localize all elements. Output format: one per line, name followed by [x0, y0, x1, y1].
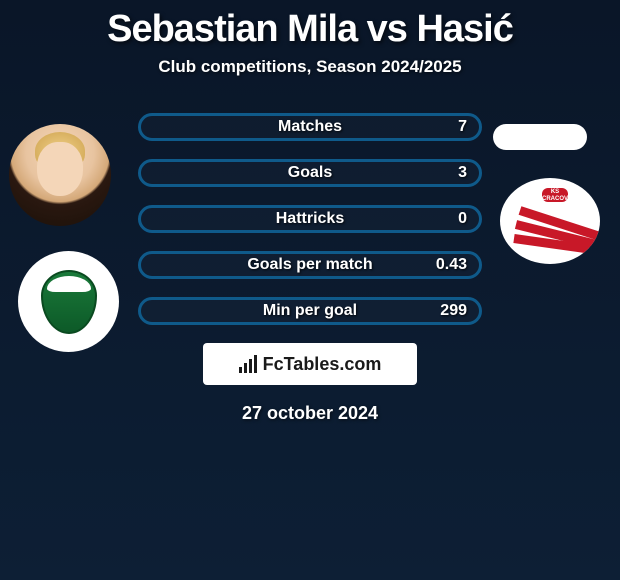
stat-pill: Min per goal299: [138, 297, 482, 325]
brand-text: FcTables.com: [263, 354, 382, 375]
stat-row: Hattricks0: [0, 205, 620, 233]
page-title: Sebastian Mila vs Hasić: [0, 0, 620, 51]
stat-value-right: 299: [440, 302, 467, 320]
brand-chart-icon: [239, 355, 257, 373]
date-text: 27 october 2024: [0, 403, 620, 424]
stat-label: Goals: [141, 164, 479, 182]
stat-pill: Hattricks0: [138, 205, 482, 233]
stat-label: Matches: [141, 118, 479, 136]
stat-row: Matches7: [0, 113, 620, 141]
brand-box[interactable]: FcTables.com: [203, 343, 417, 385]
subtitle: Club competitions, Season 2024/2025: [0, 51, 620, 77]
stat-pill: Matches7: [138, 113, 482, 141]
stat-value-right: 0.43: [436, 256, 467, 274]
stat-value-right: 3: [458, 164, 467, 182]
stat-value-right: 0: [458, 210, 467, 228]
stat-label: Min per goal: [141, 302, 479, 320]
stat-label: Hattricks: [141, 210, 479, 228]
stat-pill: Goals per match0.43: [138, 251, 482, 279]
stat-value-right: 7: [458, 118, 467, 136]
stat-pill: Goals3: [138, 159, 482, 187]
stat-row: Min per goal299: [0, 297, 620, 325]
stat-label: Goals per match: [141, 256, 479, 274]
stat-row: Goals per match0.43: [0, 251, 620, 279]
stat-row: Goals3: [0, 159, 620, 187]
stats-area: Matches7Goals3Hattricks0Goals per match0…: [0, 113, 620, 325]
